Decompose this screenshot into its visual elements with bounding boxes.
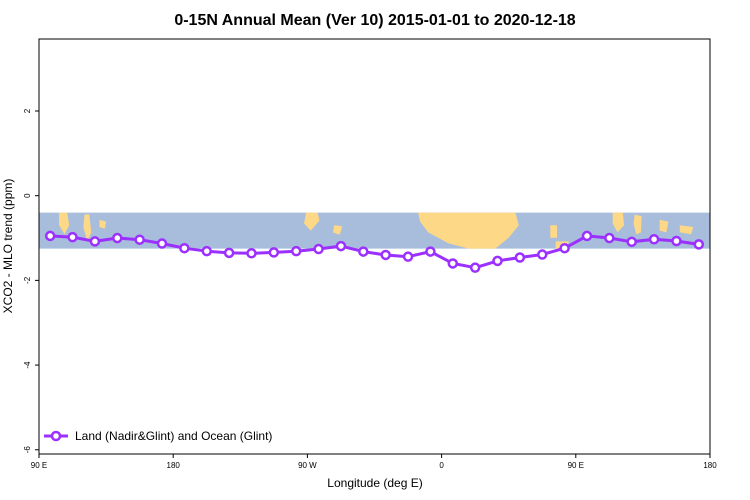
data-point: [447, 258, 459, 269]
y-tick-label: 2: [23, 108, 32, 113]
legend-marker: [50, 430, 62, 442]
x-tick-label: 180: [167, 461, 181, 470]
data-point: [112, 232, 123, 244]
land-shapes: [59, 212, 694, 249]
data-point: [402, 251, 414, 262]
data-point: [67, 231, 78, 243]
data-point: [201, 245, 212, 257]
x-tick-label: 90 E: [31, 461, 47, 470]
x-axis: 90 E 180 90 W 0 90 E 180: [31, 454, 717, 470]
data-point: [626, 236, 637, 248]
land-shape: [83, 214, 92, 242]
data-point: [358, 246, 369, 257]
data-point: [246, 248, 257, 259]
land-shape: [679, 225, 694, 235]
land-shape: [59, 212, 70, 235]
y-tick-label: 0: [23, 193, 32, 198]
data-point: [313, 243, 324, 255]
y-axis: 2 0 -2 -4 -6: [23, 108, 39, 453]
data-point: [179, 242, 190, 254]
data-point: [469, 262, 481, 273]
data-point: [648, 234, 660, 245]
data-point: [559, 242, 570, 254]
data-point: [380, 249, 391, 261]
data-point: [223, 247, 235, 259]
x-tick-label: 90 W: [298, 461, 317, 470]
data-point: [268, 247, 280, 258]
data-point: [537, 249, 548, 260]
chart-title: 0-15N Annual Mean (Ver 10) 2015-01-01 to…: [174, 12, 575, 29]
x-tick-label: 90 E: [568, 461, 584, 470]
land-shape: [99, 219, 107, 229]
legend: Land (Nadir&Glint) and Ocean (Glint): [44, 429, 272, 443]
land-shape: [612, 212, 625, 233]
data-point: [290, 245, 302, 257]
y-axis-label: XCO2 - MLO trend (ppm): [1, 179, 15, 314]
x-axis-label: Longitude (deg E): [327, 476, 422, 490]
x-tick-label: 0: [439, 461, 444, 470]
land-shape: [304, 212, 320, 231]
data-point: [425, 246, 436, 257]
data-point: [492, 255, 503, 267]
land-shape: [418, 212, 519, 249]
data-point: [604, 232, 615, 244]
data-point: [514, 252, 526, 263]
series-layer: [44, 230, 705, 273]
legend-label: Land (Nadir&Glint) and Ocean (Glint): [75, 429, 272, 443]
land-shape: [550, 225, 557, 238]
land-shape: [633, 214, 642, 235]
data-point: [89, 236, 101, 247]
y-tick-label: -2: [23, 276, 32, 284]
data-point: [693, 239, 705, 250]
land-shape: [332, 225, 343, 235]
data-point: [134, 234, 145, 245]
x-tick-label: 180: [703, 461, 717, 470]
data-point: [671, 235, 682, 247]
land-shape: [659, 219, 669, 233]
plot-frame: [38, 38, 711, 455]
data-point: [581, 230, 593, 242]
y-tick-label: -6: [23, 446, 32, 454]
data-point: [156, 238, 168, 249]
data-point: [335, 240, 347, 252]
data-point: [44, 230, 56, 242]
y-tick-label: -4: [23, 361, 32, 369]
